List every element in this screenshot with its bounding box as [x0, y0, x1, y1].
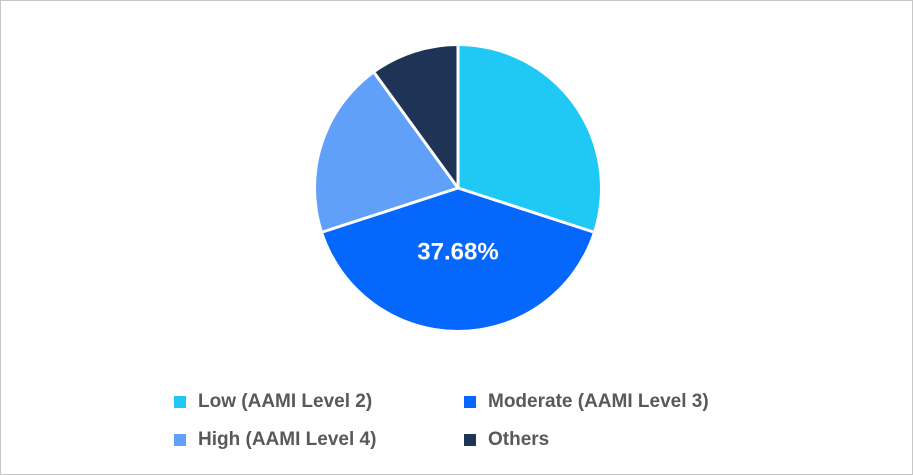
- pie-slice-low-aami-level-2: [458, 46, 600, 232]
- pie-data-label: 37.68%: [417, 238, 498, 265]
- legend-swatch: [174, 396, 186, 408]
- legend-label: High (AAMI Level 4): [198, 429, 377, 450]
- legend-item-high-aami-level-4: High (AAMI Level 4): [174, 428, 464, 452]
- legend-label: Others: [488, 429, 550, 450]
- legend-swatch: [464, 434, 476, 446]
- legend-item-low-aami-level-2: Low (AAMI Level 2): [174, 390, 464, 414]
- legend-label: Low (AAMI Level 2): [198, 391, 373, 412]
- legend-label: Moderate (AAMI Level 3): [488, 391, 709, 412]
- slice-divider: [373, 72, 460, 189]
- legend-item-moderate-aami-level-3: Moderate (AAMI Level 3): [464, 390, 709, 414]
- pie-slice-moderate-aami-level-3: [322, 188, 594, 330]
- pie-slice-high-aami-level-4: [315, 73, 458, 232]
- pie-slice-others: [374, 45, 458, 188]
- legend-swatch: [464, 396, 476, 408]
- slice-divider: [322, 186, 459, 234]
- legend-item-others: Others: [464, 428, 709, 452]
- slice-divider: [457, 186, 594, 234]
- chart-legend: Low (AAMI Level 2) Moderate (AAMI Level 3…: [174, 390, 709, 452]
- legend-swatch: [174, 434, 186, 446]
